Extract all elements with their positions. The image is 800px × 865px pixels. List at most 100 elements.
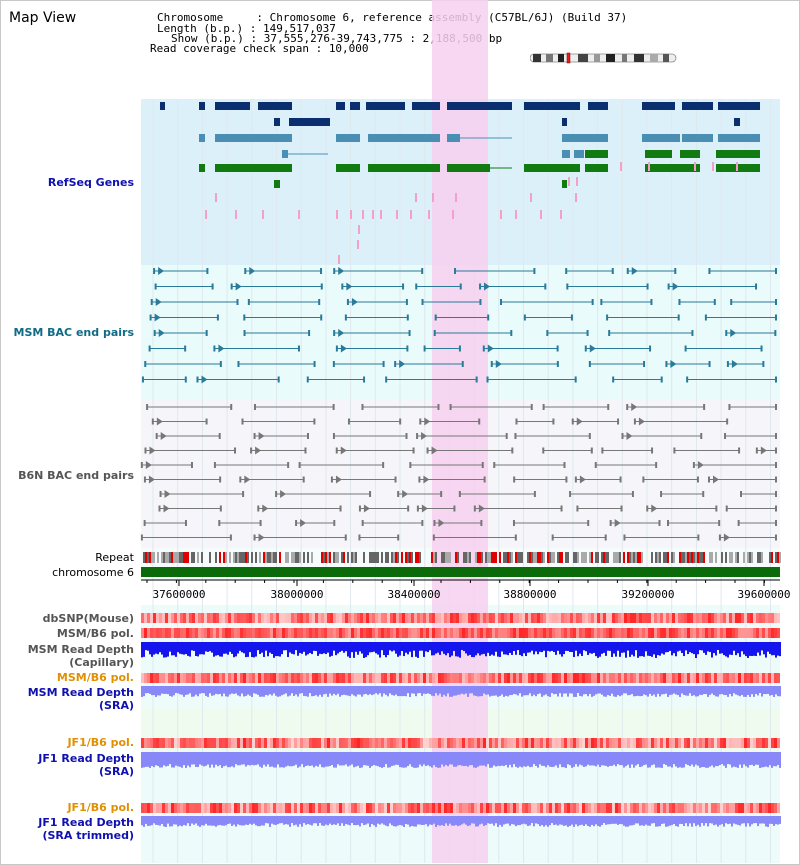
dbsnp-heat (711, 613, 714, 623)
jf1-trim-bar (447, 816, 449, 826)
msm-depth-sra-bar (269, 686, 271, 695)
jf1-trim-bar (341, 816, 343, 824)
jf1-pol-heat (420, 738, 423, 748)
msm-pol-heat (504, 628, 507, 638)
jf1-depth-bar (555, 752, 557, 766)
dbsnp-heat (690, 613, 693, 623)
msm-pol2-heat (645, 673, 648, 683)
jf1-trim-bar (615, 816, 617, 824)
chromosome-ideogram[interactable] (530, 52, 680, 64)
dbsnp-heat (321, 613, 324, 623)
msm-pol2-heat (489, 673, 492, 683)
jf1-pol2-heat (435, 803, 438, 813)
msm-bac-arrow (399, 360, 406, 368)
jf1-trim-bar (675, 816, 677, 827)
msm-bac-end (141, 376, 144, 383)
repeat-element (615, 552, 617, 563)
msm-depth-cap-bar (213, 642, 215, 657)
dbsnp-heat (735, 613, 738, 623)
dbsnp-heat (528, 613, 531, 623)
msm-depth-sra-bar (571, 686, 573, 694)
b6n-bac-arrow (340, 446, 347, 455)
msm-pol2-heat (504, 673, 507, 683)
repeat-element (193, 552, 195, 563)
jf1-depth-bar (305, 752, 307, 766)
jf1-depth-bar (367, 752, 369, 766)
jf1-pol2-heat (519, 803, 522, 813)
gene-navy-exon (682, 102, 713, 110)
msm-bac-end (333, 330, 336, 336)
jf1-trim-bar (533, 816, 535, 827)
msm-depth-cap-bar (385, 642, 387, 658)
msm-pol2-heat (663, 673, 666, 683)
b6n-bac-arrow (335, 475, 342, 484)
jf1-trim-bar (527, 816, 529, 827)
jf1-pol2-heat (207, 803, 210, 813)
msm-depth-cap-bar (599, 642, 601, 657)
jf1-trim-bar (309, 816, 311, 825)
jf1-depth-bar (339, 752, 341, 766)
msm-depth-cap-bar (471, 642, 473, 658)
jf1-pol-heat (693, 738, 696, 748)
msm-depth-sra-bar (291, 686, 293, 694)
msm-pol-heat (462, 628, 465, 638)
dbsnp-heat (753, 613, 756, 623)
msm-depth-cap-bar (403, 642, 405, 657)
msm-depth-cap-bar (559, 642, 561, 655)
jf1-pol2-heat (354, 803, 357, 813)
dbsnp-heat (771, 613, 774, 623)
dbsnp-heat (639, 613, 642, 623)
jf1-pol2-heat (447, 803, 450, 813)
msm-depth-sra-bar (213, 686, 215, 696)
jf1-depth-bar (291, 752, 293, 767)
jf1-pol2-heat (600, 803, 603, 813)
jf1-trim-bar (725, 816, 727, 824)
repeat-element (731, 552, 733, 563)
jf1-depth-bar (159, 752, 161, 768)
gene-navy-exon (412, 102, 440, 110)
jf1-pol2-heat (468, 803, 471, 813)
repeat-element (761, 552, 763, 563)
jf1-pol2-heat (186, 803, 189, 813)
msm-pol2-heat (681, 673, 684, 683)
jf1-depth-bar (739, 752, 741, 765)
msm-pol2-heat (171, 673, 174, 683)
msm-pol2-heat (621, 673, 624, 683)
jf1-trim-bar (409, 816, 411, 827)
msm-depth-sra-bar (619, 686, 621, 697)
dbsnp-heat (456, 613, 459, 623)
jf1-depth-bar (441, 752, 443, 765)
repeat-element (443, 552, 445, 563)
jf1-depth-bar (607, 752, 609, 767)
msm-depth-sra-bar (311, 686, 313, 697)
jf1-depth-bar (241, 752, 243, 765)
dbsnp-heat (633, 613, 636, 623)
dbsnp-heat (264, 613, 267, 623)
msm-pol-heat (753, 628, 756, 638)
msm-pol2-heat (297, 673, 300, 683)
jf1-trim-bar (413, 816, 415, 827)
b6n-bac-end (646, 505, 649, 512)
msm-pol2-heat (282, 673, 285, 683)
msm-pol2-heat (624, 673, 627, 683)
jf1-pol-heat (603, 738, 606, 748)
msm-depth-sra-bar (621, 686, 623, 696)
b6n-bac-arrow (478, 504, 485, 513)
msm-bac-end (433, 330, 436, 336)
msm-depth-cap-bar (777, 642, 779, 656)
msm-bac-end (588, 361, 591, 367)
jf1-trim-bar (681, 816, 683, 824)
msm-depth-cap-bar (321, 642, 323, 655)
jf1-depth-bar (485, 752, 487, 767)
msm-depth-sra-bar (141, 686, 143, 697)
jf1-depth-bar (691, 752, 693, 765)
msm-pol2-heat (219, 673, 222, 683)
jf1-pol-heat (465, 738, 468, 748)
msm-depth-cap-bar (283, 642, 285, 651)
jf1-pol2-heat (390, 803, 393, 813)
repeat-element (541, 552, 543, 563)
jf1-depth-bar (681, 752, 683, 768)
msm-depth-cap-bar (231, 642, 233, 654)
dbsnp-heat (396, 613, 399, 623)
